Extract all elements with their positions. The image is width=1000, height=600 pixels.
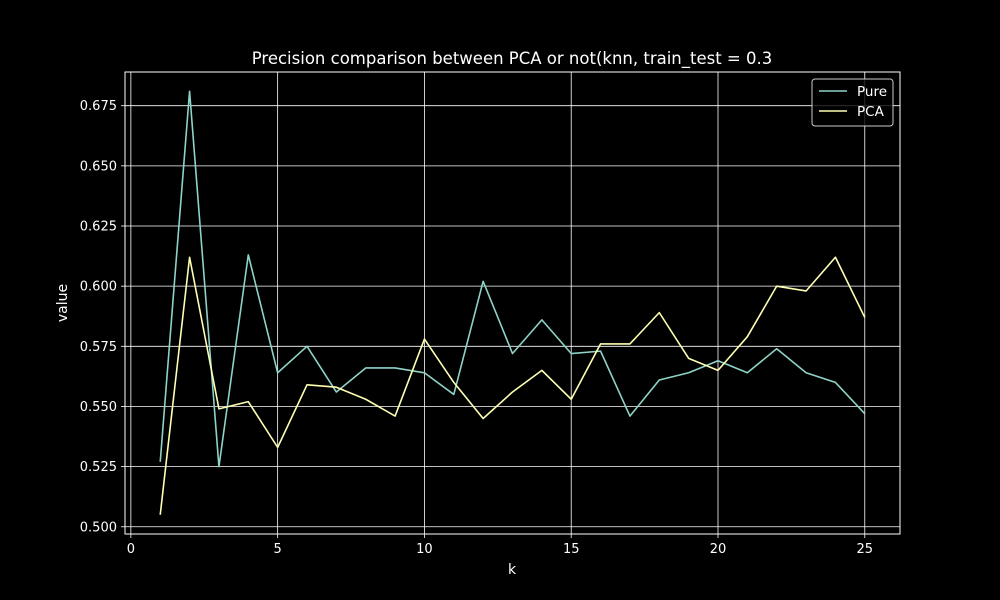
x-tick-label: 15	[563, 542, 580, 557]
y-tick-label: 0.550	[80, 400, 117, 415]
y-tick-label: 0.525	[80, 460, 117, 475]
x-tick-label: 0	[127, 542, 135, 557]
series-line-pure	[159, 90, 866, 468]
y-tick-label: 0.675	[80, 99, 117, 114]
plot-frame	[124, 71, 901, 535]
y-tick-label: 0.625	[80, 220, 117, 235]
y-tick-label: 0.500	[80, 520, 117, 535]
legend: Pure PCA	[811, 78, 894, 127]
series-line-pca	[159, 256, 866, 515]
legend-label-pca: PCA	[857, 104, 885, 120]
x-tick-label: 25	[856, 542, 873, 557]
series-lines	[159, 90, 866, 515]
x-tick-label: 5	[274, 542, 282, 557]
grid-lines	[125, 72, 900, 534]
y-axis-label: value	[55, 284, 71, 322]
y-tick-label: 0.575	[80, 340, 117, 355]
y-tick-label: 0.600	[80, 280, 117, 295]
axis-ticks: 0 5 10 15 20 25 0.500 0.525 0.550 0.575 0.600 0.625…	[80, 99, 873, 557]
x-tick-label: 20	[710, 542, 727, 557]
y-tick-label: 0.650	[80, 159, 117, 174]
x-tick-label: 10	[416, 542, 433, 557]
legend-label-pure: Pure	[857, 84, 887, 100]
chart-title: Precision comparison between PCA or not(…	[252, 49, 773, 69]
x-axis-label: k	[508, 562, 517, 578]
